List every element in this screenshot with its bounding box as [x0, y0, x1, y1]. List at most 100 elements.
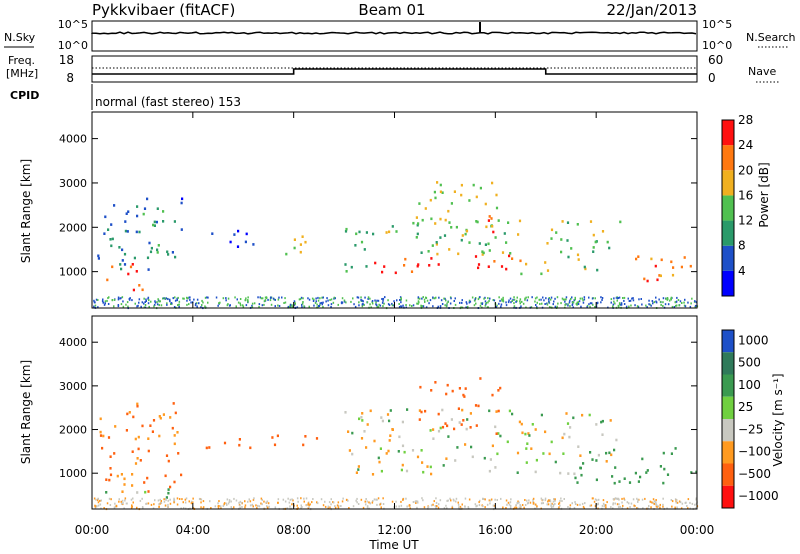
- velocity-cell: [406, 408, 409, 411]
- power-cell: [516, 296, 518, 299]
- velocity-cell: [434, 505, 437, 507]
- velocity-cell: [356, 501, 358, 504]
- power-cell: [283, 302, 285, 304]
- velocity-cell: [445, 457, 448, 460]
- power-cell: [388, 230, 391, 234]
- velocity-cell: [289, 505, 291, 508]
- velocity-cell: [647, 507, 649, 510]
- velocity-cell: [160, 502, 163, 504]
- power-cell: [509, 252, 512, 255]
- velocity-cell: [536, 505, 538, 508]
- velocity-cell: [311, 501, 313, 504]
- power-cell: [178, 305, 180, 308]
- power-cell: [552, 303, 554, 306]
- velocity-cell: [482, 498, 484, 500]
- velocity-cell: [348, 449, 351, 452]
- power-cell: [302, 297, 304, 300]
- velocity-cell: [592, 497, 594, 500]
- velocity-cell: [152, 507, 155, 510]
- power-cell: [166, 303, 168, 306]
- velocity-cell: [695, 497, 698, 500]
- velocity-cell: [489, 502, 491, 505]
- power-cell: [315, 300, 317, 303]
- velocity-cell: [106, 502, 109, 505]
- velocity-cell: [462, 419, 465, 422]
- power-cell: [194, 304, 197, 307]
- power-cell: [689, 305, 692, 308]
- power-cell: [126, 301, 129, 304]
- velocity-cell: [136, 491, 139, 494]
- power-cell: [263, 303, 265, 306]
- power-cell: [293, 246, 296, 250]
- power-cell: [378, 303, 380, 306]
- power-cell: [366, 301, 369, 304]
- power-cell: [153, 224, 156, 227]
- velocity-cell: [200, 501, 202, 504]
- power-cell: [247, 296, 249, 299]
- velocity-cell: [382, 503, 385, 505]
- power-cell: [421, 305, 423, 308]
- power-cell: [131, 299, 133, 302]
- power-cell: [684, 305, 687, 308]
- velocity-cell: [169, 416, 172, 419]
- velocity-cell: [351, 452, 354, 456]
- power-cell: [569, 305, 571, 308]
- power-cell: [487, 265, 490, 268]
- power-cell: [121, 259, 124, 262]
- velocity-cell: [662, 451, 665, 455]
- power-cell: [498, 296, 500, 299]
- power-cell: [356, 296, 359, 299]
- power-cell: [206, 296, 208, 299]
- power-cell: [313, 304, 315, 307]
- velocity-cell: [369, 409, 372, 413]
- power-cell: [479, 304, 482, 307]
- velocity-cell: [322, 504, 325, 507]
- velocity-colorbar-tick: −100: [738, 445, 771, 459]
- power-cell: [445, 299, 447, 302]
- power-cell: [513, 296, 515, 299]
- velocity-cell: [641, 498, 644, 501]
- velocity-cell: [141, 424, 144, 428]
- power-cell: [546, 302, 548, 305]
- power-cell: [350, 300, 352, 303]
- power-cell: [492, 299, 494, 301]
- velocity-cell: [546, 503, 548, 506]
- velocity-cell: [248, 498, 250, 501]
- velocity-cell: [344, 411, 347, 414]
- power-cell: [196, 305, 198, 308]
- velocity-cell: [637, 499, 639, 502]
- x-tick-label: 08:00: [276, 523, 311, 537]
- velocity-cell: [265, 501, 267, 504]
- noise-left-tick-bottom: 10^0: [58, 39, 88, 52]
- colorbar-segment: [722, 396, 734, 419]
- velocity-cell: [421, 497, 423, 500]
- velocity-cell: [633, 504, 635, 507]
- power-cell: [461, 234, 464, 237]
- power-cell: [487, 297, 489, 300]
- velocity-cell: [484, 498, 486, 501]
- power-cell: [437, 305, 439, 308]
- velocity-cell: [436, 505, 438, 507]
- power-cell: [154, 300, 156, 303]
- velocity-cell: [674, 498, 677, 501]
- velocity-cell: [409, 507, 411, 510]
- velocity-cell: [228, 499, 231, 502]
- velocity-cell: [136, 506, 138, 509]
- power-cell: [502, 296, 504, 299]
- power-cell: [484, 243, 487, 246]
- velocity-cell: [99, 499, 101, 502]
- power-cell: [630, 304, 632, 307]
- power-cell: [352, 297, 354, 300]
- power-cell: [196, 302, 198, 305]
- power-cell: [618, 296, 621, 299]
- power-cell: [454, 303, 457, 306]
- power-cell: [387, 303, 390, 306]
- power-cell: [658, 298, 660, 301]
- power-cell: [94, 301, 96, 304]
- velocity-cell: [305, 504, 308, 507]
- power-cell: [448, 248, 451, 251]
- velocity-cell: [506, 440, 509, 444]
- velocity-cell: [149, 424, 152, 427]
- power-cell: [623, 296, 626, 299]
- velocity-cell: [623, 497, 625, 500]
